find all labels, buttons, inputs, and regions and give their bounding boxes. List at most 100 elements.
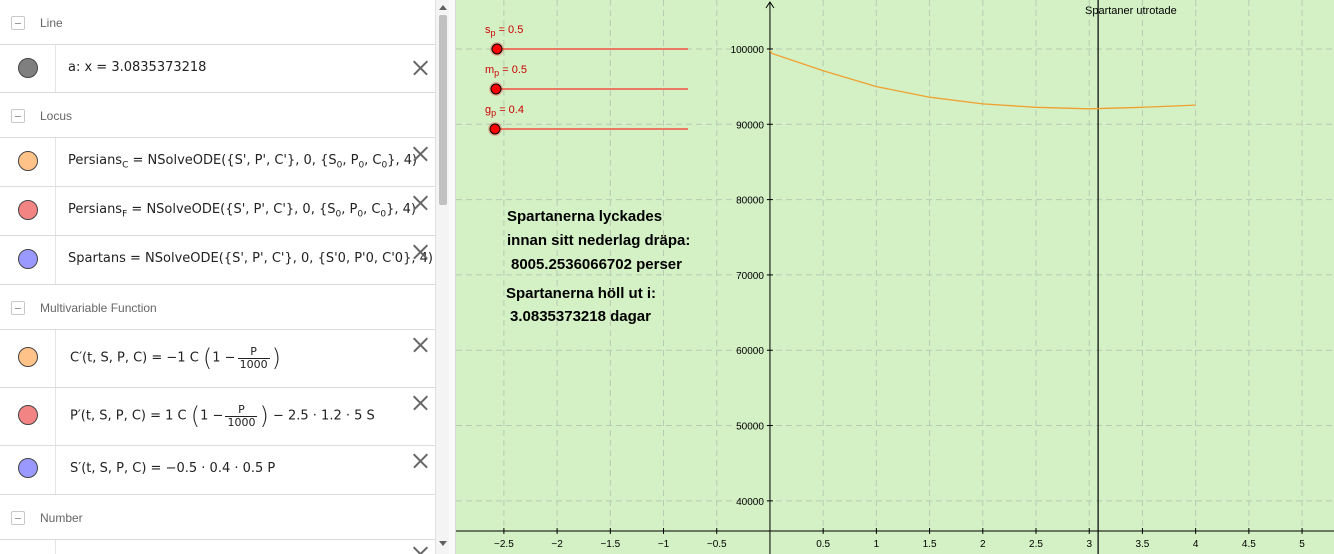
visibility-dot-icon[interactable] xyxy=(18,347,38,367)
x-tick-label: 2 xyxy=(980,539,986,550)
fraction-numerator: P xyxy=(225,403,258,417)
subscript-zero: 0 xyxy=(380,209,387,220)
fraction-denominator: 1000 xyxy=(239,357,268,371)
delete-icon[interactable] xyxy=(410,58,430,78)
scroll-up-icon[interactable] xyxy=(439,5,447,10)
function-definition[interactable]: P′(t, S, P, C) = 1 C (1 − P 1000) − 2.5 · … xyxy=(70,402,375,430)
visibility-dot-icon[interactable] xyxy=(18,200,38,220)
x-tick-label: −1 xyxy=(658,539,670,550)
vertical-line-label: Spartaner utrotade xyxy=(1085,5,1177,17)
curve-layer xyxy=(769,50,1196,110)
delete-icon[interactable] xyxy=(410,544,430,554)
fraction-denominator: 1000 xyxy=(227,415,256,429)
locus-expression: = NSolveODE({S', P', C'}, 0, {S xyxy=(127,202,336,217)
algebra-row-line-a[interactable]: a: x = 3.0835373218 xyxy=(0,45,435,93)
locus-expression-part: , C xyxy=(363,202,381,217)
paren-close: ) xyxy=(271,344,281,372)
x-tick-label: 0.5 xyxy=(816,539,830,550)
delete-icon[interactable] xyxy=(410,335,430,355)
locus-definition[interactable]: Spartans = NSolveODE({S', P', C'}, 0, {S… xyxy=(68,251,433,266)
visibility-dot-icon[interactable] xyxy=(18,249,38,269)
locus-definition[interactable]: PersiansF = NSolveODE({S', P', C'}, 0, {… xyxy=(68,202,416,220)
category-locus[interactable]: Locus xyxy=(0,93,435,138)
scrollbar-thumb[interactable] xyxy=(439,15,447,205)
function-rhs: = −1 C xyxy=(147,350,203,366)
text-held-line1[interactable]: Spartanerna höll ut i: xyxy=(506,285,657,302)
algebra-row-s-prime[interactable]: S′(t, S, P, C) = −0.5 · 0.4 · 0.5 P xyxy=(0,446,435,495)
visibility-toggle[interactable] xyxy=(0,330,56,387)
scroll-down-icon[interactable] xyxy=(439,541,447,546)
slider-subscript: p xyxy=(491,108,497,119)
axes: −2.5 −2 −1.5 −1 −0.5 0.5 1 1.5 2 2.5 3 3.5 4 4.5 5 4000… xyxy=(456,0,1334,554)
locus-expression-part: , P xyxy=(342,153,359,168)
category-label: Multivariable Function xyxy=(40,301,157,315)
function-lhs: C′(t, S, P, C) xyxy=(70,350,148,366)
collapse-icon[interactable] xyxy=(11,301,25,315)
locus-name: Persians xyxy=(68,153,123,168)
slider-name: g xyxy=(485,104,492,116)
visibility-toggle[interactable] xyxy=(0,540,56,554)
algebra-row-p-prime[interactable]: P′(t, S, P, C) = 1 C (1 − P 1000) − 2.5 · … xyxy=(0,388,435,446)
text-killed-line2[interactable]: innan sitt nederlag dräpa: xyxy=(507,232,691,249)
visibility-toggle[interactable] xyxy=(0,45,56,92)
visibility-dot-icon[interactable] xyxy=(18,58,38,78)
function-lhs: P′(t, S, P, C) xyxy=(70,408,146,424)
x-tick-label: 2.5 xyxy=(1029,539,1043,550)
graphics-view[interactable]: −2.5 −2 −1.5 −1 −0.5 0.5 1 1.5 2 2.5 3 3.5 4 4.5 5 4000… xyxy=(456,0,1334,554)
visibility-toggle[interactable] xyxy=(0,446,56,494)
slider-knob xyxy=(489,123,501,135)
algebra-row-number[interactable] xyxy=(0,540,435,554)
locus-definition[interactable]: PersiansC = NSolveODE({S', P', C'}, 0, {… xyxy=(68,153,417,171)
algebra-row-persians-f[interactable]: PersiansF = NSolveODE({S', P', C'}, 0, {… xyxy=(0,187,435,236)
visibility-dot-icon[interactable] xyxy=(18,458,38,478)
function-term: 1 − xyxy=(212,350,236,366)
slider-knob xyxy=(491,43,503,55)
algebra-row-persians-c[interactable]: PersiansC = NSolveODE({S', P', C'}, 0, {… xyxy=(0,138,435,187)
category-number[interactable]: Number xyxy=(0,495,435,540)
visibility-dot-icon[interactable] xyxy=(18,151,38,171)
visibility-toggle[interactable] xyxy=(0,138,56,186)
category-line[interactable]: Line xyxy=(0,0,435,45)
slider-name: s xyxy=(485,24,491,36)
y-tick-label: 100000 xyxy=(731,45,765,56)
x-tick-label: 5 xyxy=(1299,539,1305,550)
text-held-value[interactable]: 3.0835373218 dagar xyxy=(510,308,651,325)
delete-icon[interactable] xyxy=(410,193,430,213)
delete-icon[interactable] xyxy=(410,242,430,262)
fraction: P 1000 xyxy=(237,345,270,371)
locus-name: Spartans xyxy=(68,251,126,266)
function-term: 1 − xyxy=(200,408,224,424)
locus-expression: = NSolveODE({S', P', C'}, 0, {S'0, P'0, … xyxy=(125,251,433,266)
subscript-zero: 0 xyxy=(358,160,365,171)
y-tick-label: 60000 xyxy=(736,346,764,357)
visibility-toggle[interactable] xyxy=(0,388,56,445)
category-multivariable-function[interactable]: Multivariable Function xyxy=(0,285,435,330)
visibility-toggle[interactable] xyxy=(0,236,56,284)
slider-value: = 0.5 xyxy=(499,64,528,76)
paren-open: ( xyxy=(190,402,201,430)
algebra-row-c-prime[interactable]: C′(t, S, P, C) = −1 C (1 − P 1000) xyxy=(0,330,435,388)
view-divider[interactable] xyxy=(449,0,456,554)
algebra-scrollbar[interactable] xyxy=(435,0,449,554)
slider-name: m xyxy=(485,64,495,76)
slider-label-mp: mp = 0.5 xyxy=(485,64,527,78)
collapse-icon[interactable] xyxy=(11,109,25,123)
delete-icon[interactable] xyxy=(410,144,430,164)
delete-icon[interactable] xyxy=(410,393,430,413)
line-definition[interactable]: a: x = 3.0835373218 xyxy=(68,60,207,75)
text-killed-value[interactable]: 8005.2536066702 perser xyxy=(511,256,682,273)
algebra-row-spartans[interactable]: Spartans = NSolveODE({S', P', C'}, 0, {S… xyxy=(0,236,435,285)
subscript-zero: 0 xyxy=(357,209,364,220)
locus-expression-part: , P xyxy=(341,202,358,217)
text-killed-line1[interactable]: Spartanerna lyckades xyxy=(507,208,663,225)
visibility-dot-icon[interactable] xyxy=(18,405,38,425)
graph-canvas[interactable]: −2.5 −2 −1.5 −1 −0.5 0.5 1 1.5 2 2.5 3 3.5 4 4.5 5 4000… xyxy=(456,0,1334,554)
function-definition[interactable]: S′(t, S, P, C) = −0.5 · 0.4 · 0.5 P xyxy=(70,461,275,476)
delete-icon[interactable] xyxy=(410,451,430,471)
collapse-icon[interactable] xyxy=(11,16,25,30)
function-definition[interactable]: C′(t, S, P, C) = −1 C (1 − P 1000) xyxy=(70,344,281,372)
function-rhs: = −0.5 · 0.4 · 0.5 P xyxy=(146,461,276,476)
collapse-icon[interactable] xyxy=(11,511,25,525)
visibility-toggle[interactable] xyxy=(0,187,56,235)
